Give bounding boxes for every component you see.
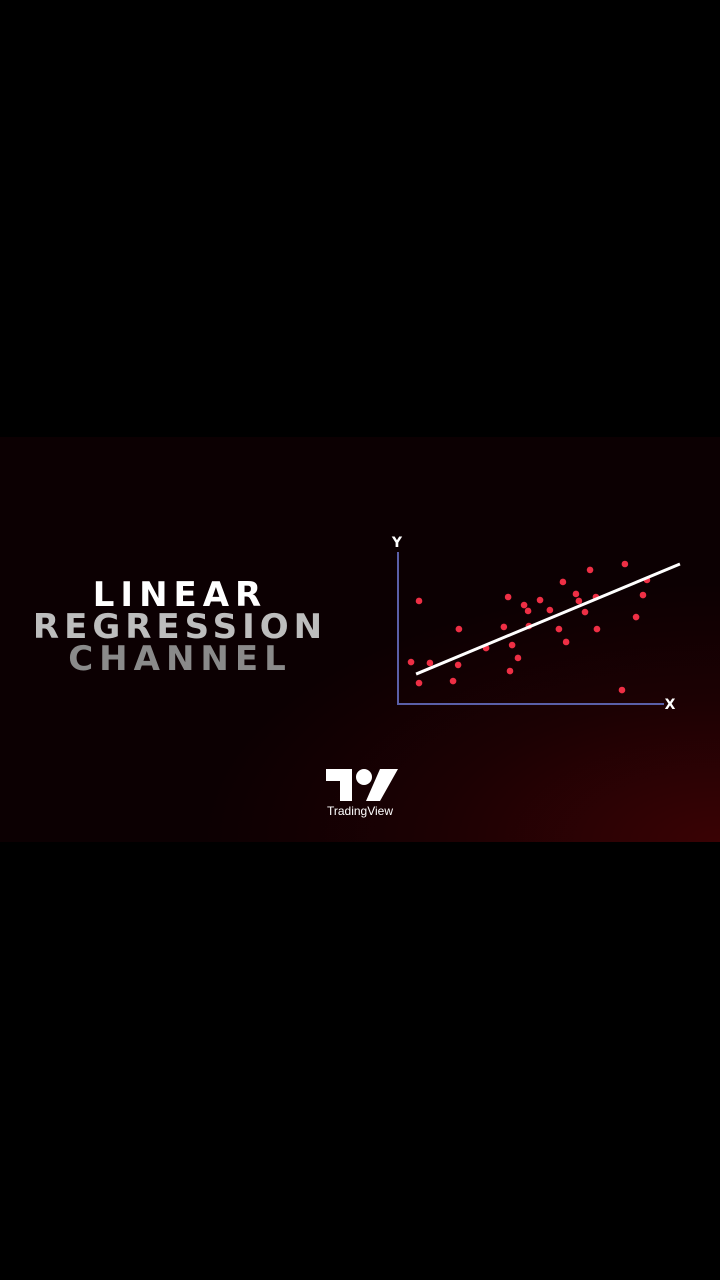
y-axis-label: Y <box>391 535 403 551</box>
data-point <box>455 625 463 633</box>
data-point <box>572 590 580 598</box>
data-point <box>520 601 528 609</box>
data-point <box>621 560 629 568</box>
data-point <box>593 625 601 633</box>
data-point <box>504 593 512 601</box>
data-point <box>536 596 544 604</box>
data-point <box>546 606 554 614</box>
title-line-2: REGRESSION <box>32 607 328 647</box>
data-point <box>506 667 514 675</box>
data-point <box>508 641 516 649</box>
points-group <box>407 560 651 694</box>
regression-line <box>415 562 681 676</box>
data-point <box>514 654 522 662</box>
data-point <box>575 597 583 605</box>
data-point <box>559 578 567 586</box>
data-point <box>632 613 640 621</box>
regression-group <box>415 562 681 676</box>
scatter-chart: Y X <box>391 535 681 713</box>
title-line-3: CHANNEL <box>68 639 292 679</box>
data-point <box>500 623 508 631</box>
data-point <box>415 679 423 687</box>
data-point <box>524 607 532 615</box>
x-axis-label: X <box>665 697 676 713</box>
data-point <box>426 659 434 667</box>
data-point <box>618 686 626 694</box>
data-point <box>454 661 462 669</box>
tradingview-logo-icon <box>326 769 398 801</box>
data-point <box>562 638 570 646</box>
data-point <box>586 566 594 574</box>
data-point <box>407 658 415 666</box>
data-point <box>639 591 647 599</box>
title-line-1: LINEAR <box>92 575 268 615</box>
data-point <box>555 625 563 633</box>
brand-name: TradingView <box>326 804 394 818</box>
banner: LINEAR REGRESSION CHANNEL Y X TradingVie… <box>0 437 720 842</box>
data-point <box>581 608 589 616</box>
data-point <box>449 677 457 685</box>
data-point <box>415 597 423 605</box>
